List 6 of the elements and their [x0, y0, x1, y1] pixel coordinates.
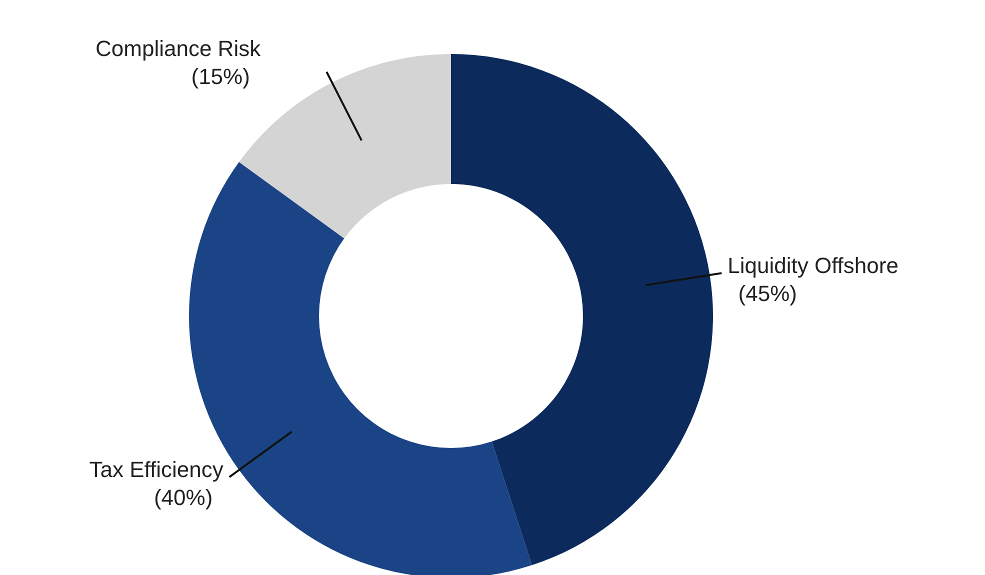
slice-label: Tax Efficiency — [89, 457, 224, 482]
data-label: (45%) — [738, 281, 797, 306]
slice-label: Compliance Risk — [96, 36, 262, 61]
data-label: (40%) — [154, 485, 213, 510]
data-label: (15%) — [191, 64, 250, 89]
slice-label: Liquidity Offshore — [728, 253, 898, 278]
